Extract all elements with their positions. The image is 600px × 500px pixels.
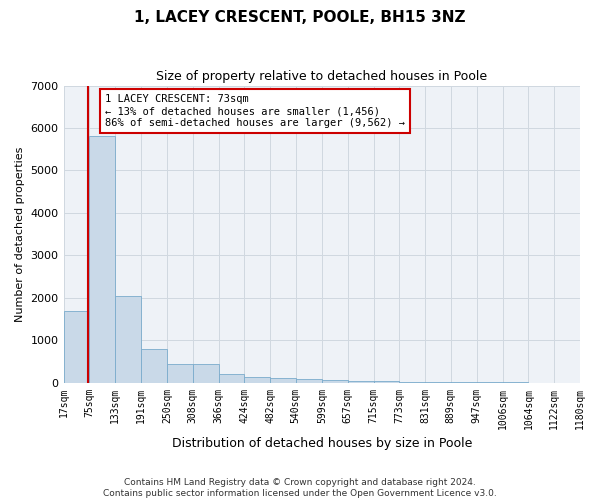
Bar [244, 376, 270, 382]
Bar [89, 136, 115, 382]
Title: Size of property relative to detached houses in Poole: Size of property relative to detached ho… [156, 70, 487, 83]
Bar [348, 380, 374, 382]
Bar [141, 348, 167, 382]
Bar [115, 296, 141, 382]
Bar [374, 381, 399, 382]
Bar [270, 378, 296, 382]
Y-axis label: Number of detached properties: Number of detached properties [15, 146, 25, 322]
Bar [167, 364, 193, 382]
Bar [64, 310, 89, 382]
Bar [193, 364, 218, 382]
Text: 1, LACEY CRESCENT, POOLE, BH15 3NZ: 1, LACEY CRESCENT, POOLE, BH15 3NZ [134, 10, 466, 25]
Bar [296, 380, 322, 382]
Bar [322, 380, 348, 382]
Text: Contains HM Land Registry data © Crown copyright and database right 2024.
Contai: Contains HM Land Registry data © Crown c… [103, 478, 497, 498]
Text: 1 LACEY CRESCENT: 73sqm
← 13% of detached houses are smaller (1,456)
86% of semi: 1 LACEY CRESCENT: 73sqm ← 13% of detache… [105, 94, 405, 128]
Bar [218, 374, 244, 382]
X-axis label: Distribution of detached houses by size in Poole: Distribution of detached houses by size … [172, 437, 472, 450]
